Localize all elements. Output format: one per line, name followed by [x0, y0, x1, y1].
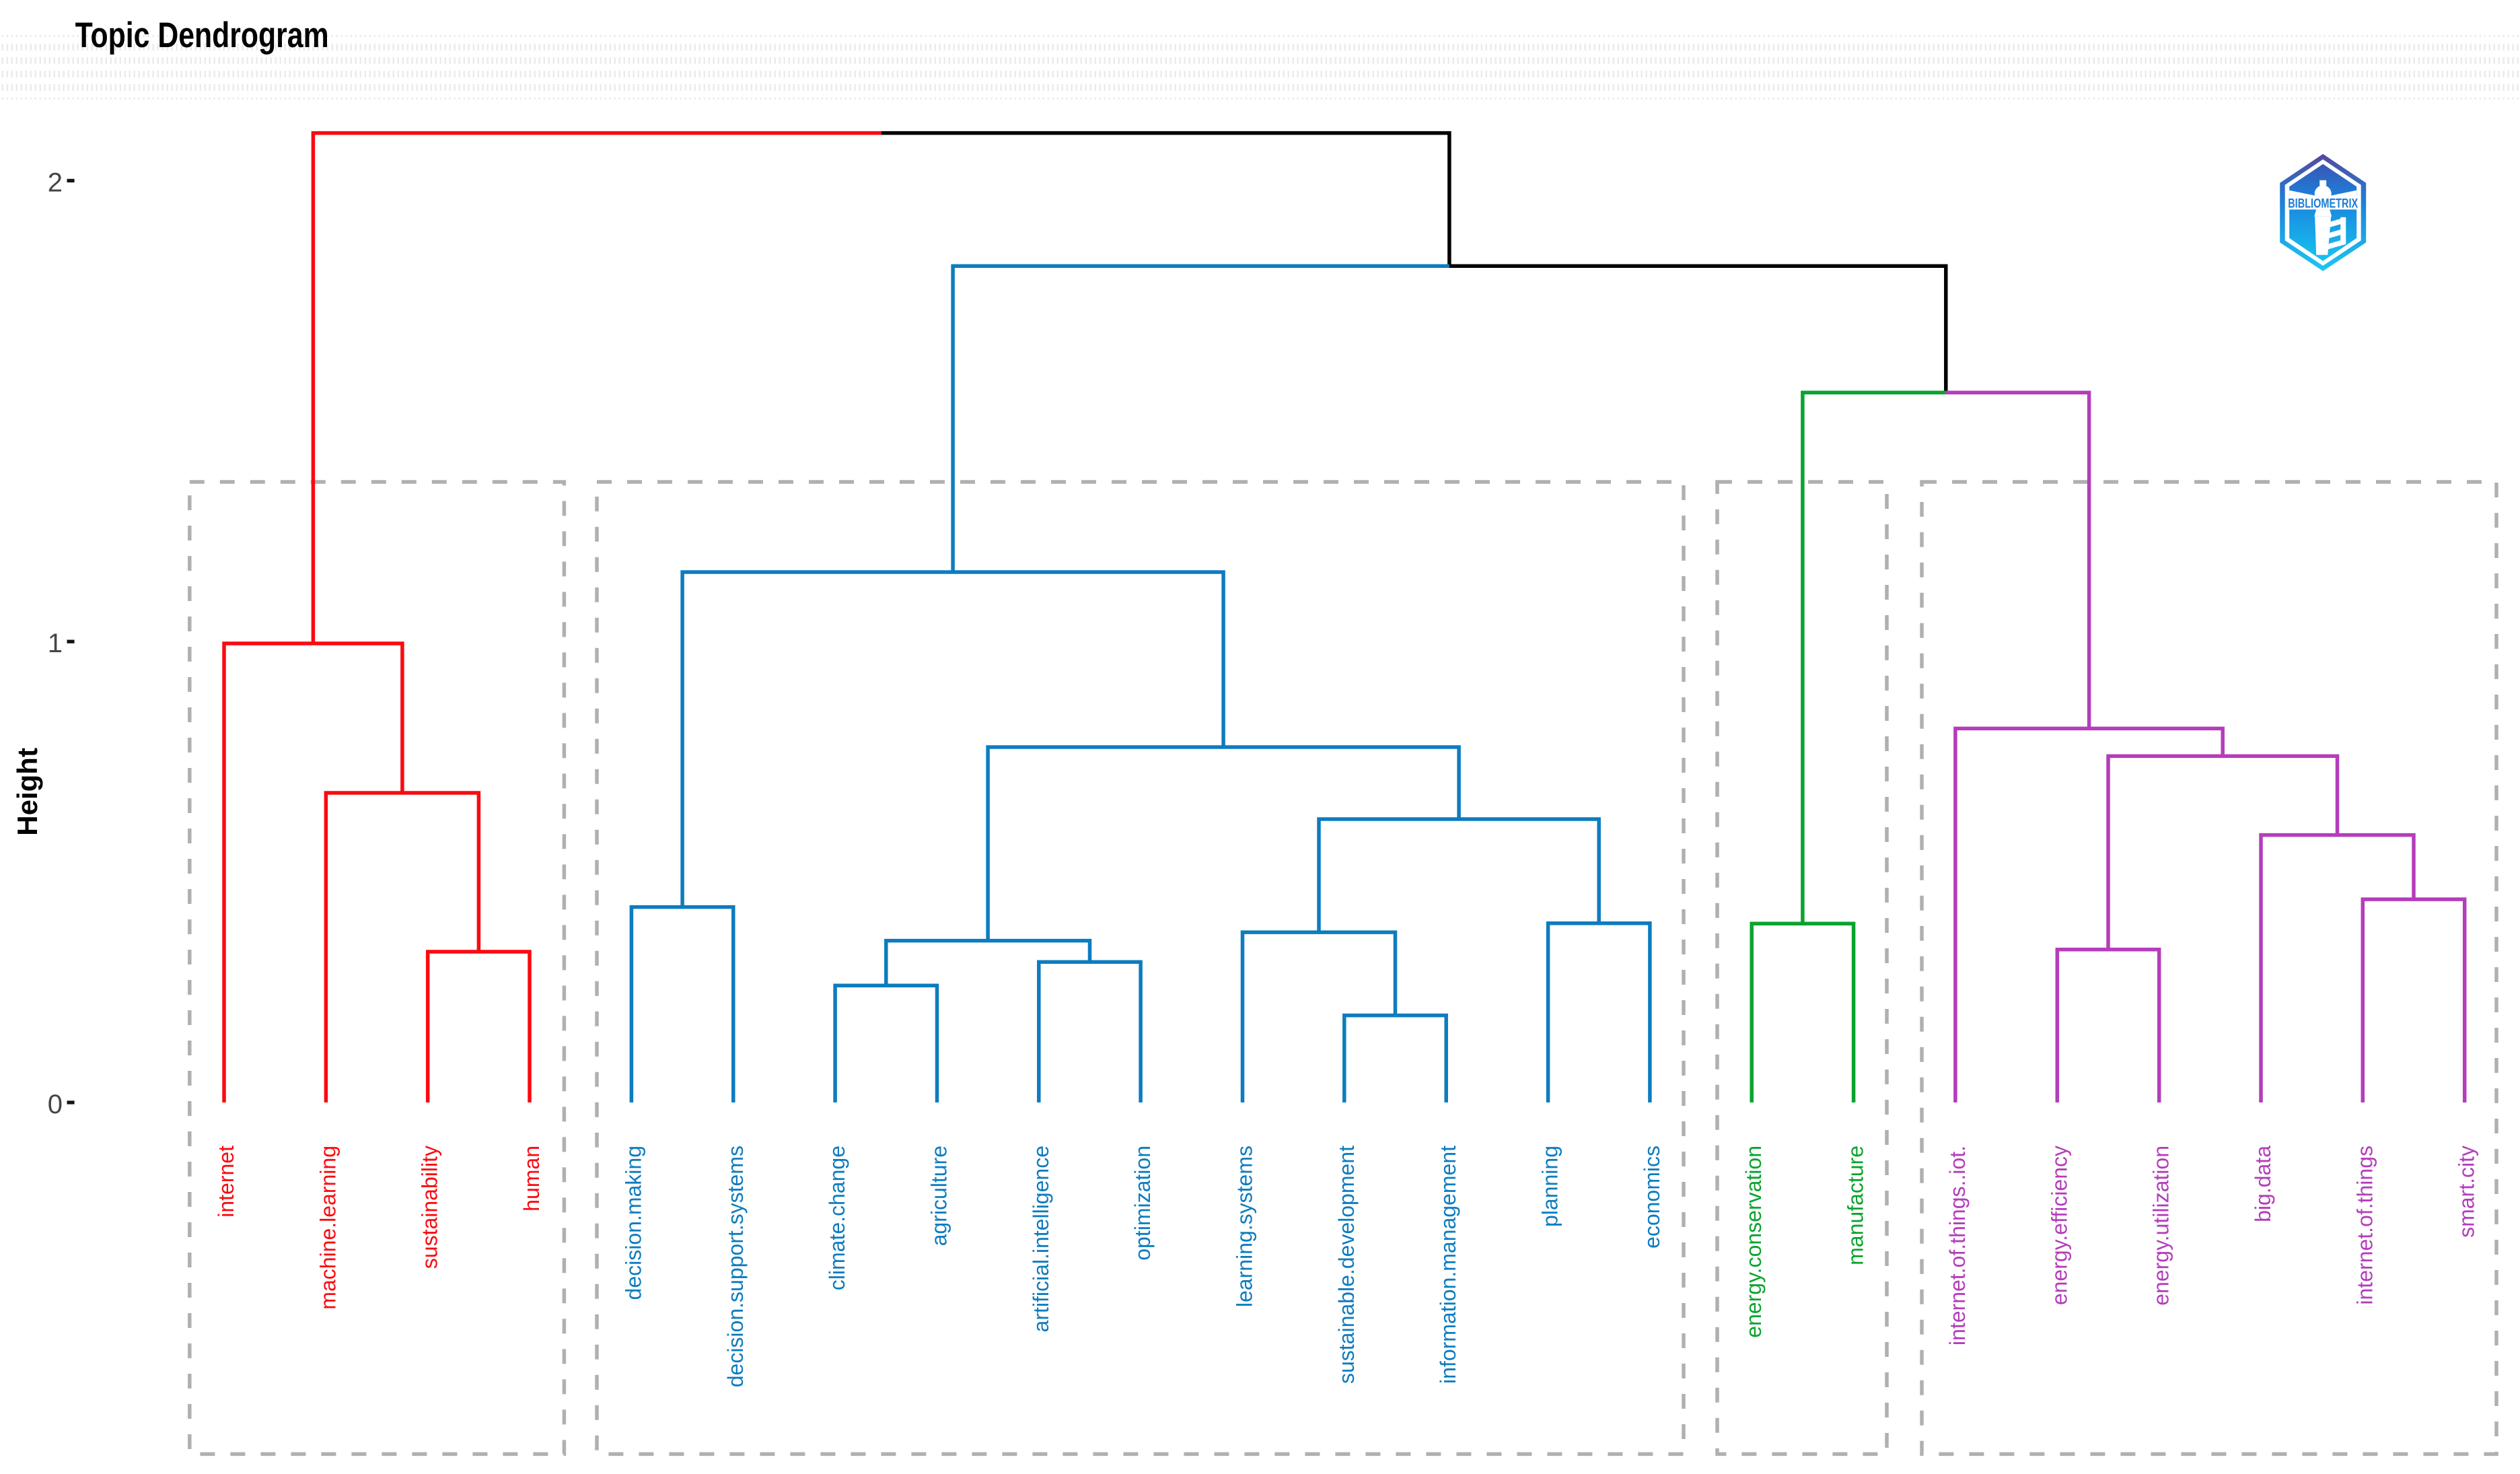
svg-text:human: human	[519, 1146, 544, 1212]
svg-text:manufacture: manufacture	[1844, 1146, 1868, 1265]
svg-text:economics: economics	[1640, 1146, 1664, 1249]
svg-text:decision.support.systems: decision.support.systems	[723, 1146, 748, 1387]
svg-text:Topic Dendrogram: Topic Dendrogram	[75, 15, 329, 55]
svg-text:decision.making: decision.making	[621, 1146, 645, 1300]
svg-text:sustainable.development: sustainable.development	[1334, 1146, 1359, 1384]
svg-text:2: 2	[48, 168, 63, 197]
svg-text:energy.utilization: energy.utilization	[2149, 1146, 2173, 1306]
svg-text:internet.of.things..iot.: internet.of.things..iot.	[1945, 1146, 1970, 1345]
svg-text:energy.conservation: energy.conservation	[1741, 1146, 1766, 1338]
svg-text:internet: internet	[214, 1146, 238, 1218]
svg-text:energy.efficiency: energy.efficiency	[2047, 1146, 2071, 1305]
svg-text:information.management: information.management	[1436, 1146, 1460, 1384]
svg-text:1: 1	[48, 629, 63, 658]
svg-text:big.data: big.data	[2251, 1146, 2275, 1222]
svg-text:internet.of.things: internet.of.things	[2352, 1146, 2377, 1305]
svg-text:Height: Height	[11, 748, 43, 836]
svg-text:BIBLIOMETRIX: BIBLIOMETRIX	[2288, 197, 2358, 211]
svg-text:optimization: optimization	[1130, 1146, 1155, 1261]
svg-text:planning: planning	[1538, 1146, 1562, 1227]
svg-text:artificial.intelligence: artificial.intelligence	[1029, 1146, 1053, 1332]
svg-text:machine.learning: machine.learning	[316, 1146, 340, 1310]
svg-text:0: 0	[48, 1090, 63, 1119]
svg-text:agriculture: agriculture	[927, 1146, 951, 1246]
svg-text:sustainability: sustainability	[418, 1146, 442, 1269]
svg-text:learning.systems: learning.systems	[1233, 1146, 1257, 1307]
svg-text:smart.city: smart.city	[2455, 1146, 2479, 1238]
svg-text:climate.change: climate.change	[825, 1146, 849, 1290]
